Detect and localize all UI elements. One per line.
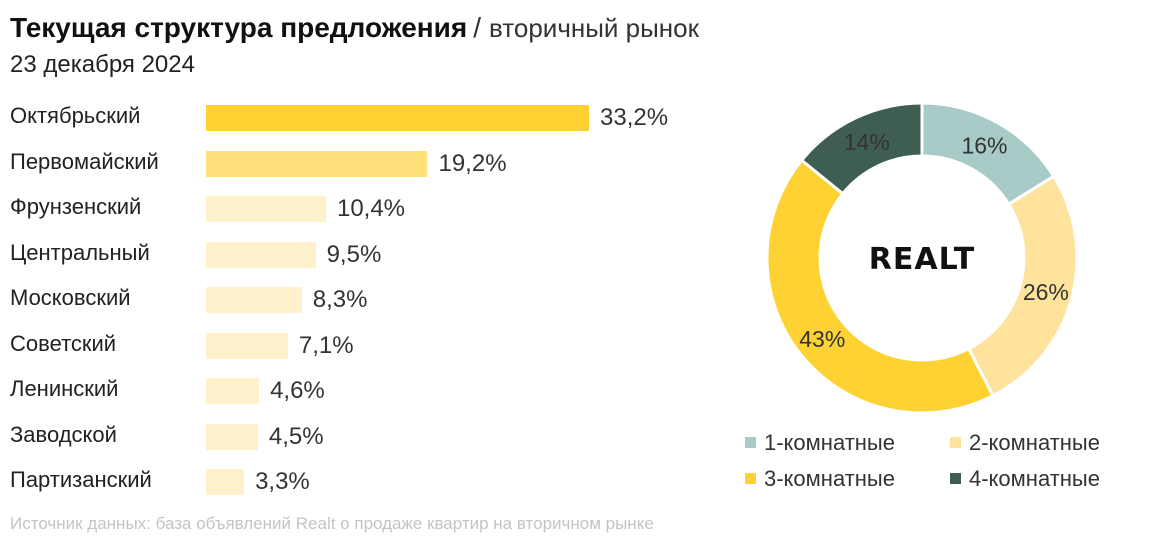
chart-date: 23 декабря 2024 [10, 51, 195, 78]
bar-value-label: 8,3% [312, 286, 368, 313]
bar-category-label: Фрунзенский [10, 194, 142, 219]
chart-title: Текущая структура предложения [10, 12, 468, 43]
bar-category-label: Партизанский [10, 467, 152, 492]
bar-value-label: 4,5% [268, 422, 324, 450]
bar [206, 287, 302, 313]
bar-category-label: Центральный [10, 239, 150, 265]
donut-slice [765, 158, 996, 415]
source-note: Источник данных: база объявлений Realt о… [10, 514, 654, 533]
slice-value-label: 43% [799, 326, 845, 352]
slice-value-label: 16% [961, 133, 1007, 159]
chart-subtitle: вторичный рынок [489, 13, 699, 43]
bar-category-label: Октябрьский [10, 103, 141, 128]
bar-category-label: Советский [10, 330, 117, 356]
bar-category-label: Заводской [10, 421, 117, 447]
bar [206, 378, 260, 404]
bar-value-label: 33,2% [600, 104, 669, 131]
legend-item: 2-комнатные [950, 430, 1100, 456]
donut-slice [966, 174, 1079, 398]
bar [206, 150, 428, 177]
legend-swatch [745, 437, 756, 448]
chart-header: Текущая структура предложения / вторичный … [10, 8, 699, 82]
bar [206, 332, 288, 359]
bar [206, 196, 326, 222]
bar-value-label: 7,1% [298, 331, 354, 359]
title-separator: / [473, 12, 482, 43]
bar-value-label: 19,2% [438, 149, 507, 177]
bar-value-label: 3,3% [255, 468, 310, 495]
bar [206, 423, 258, 450]
district-bar-chart: Октябрьский 33,2% Первомайский 19,2% Фрунзен… [0, 92, 700, 502]
slice-value-label: 14% [844, 129, 890, 155]
donut-slice [799, 102, 924, 196]
slice-value-label: 26% [1023, 279, 1069, 305]
bar-value-label: 4,6% [270, 377, 325, 404]
legend-label: 4-комнатные [969, 466, 1100, 491]
bar-value-label: 10,4% [336, 195, 406, 222]
donut-svg: 16% 26% 43% 14% REALT [765, 102, 1079, 415]
legend-swatch [745, 473, 756, 484]
realt-logo: REALT [869, 242, 975, 277]
legend-label: 1-комнатные [764, 430, 895, 455]
bar [206, 469, 245, 495]
bar-value-label: 9,5% [326, 240, 382, 268]
bar-category-label: Первомайский [10, 148, 159, 174]
legend-swatch [950, 473, 961, 484]
bar-category-label: Ленинский [10, 376, 119, 401]
legend-label: 2-комнатные [969, 430, 1100, 455]
rooms-donut-chart: 16% 26% 43% 14% REALT [760, 102, 1090, 422]
legend-item: 3-комнатные [745, 466, 895, 492]
legend-item: 1-комнатные [745, 430, 895, 456]
legend-swatch [950, 437, 961, 448]
bar [206, 241, 316, 268]
legend-item: 4-комнатные [950, 466, 1100, 492]
bar [206, 105, 589, 131]
bar-category-label: Московский [10, 285, 131, 310]
title-line: Текущая структура предложения / вторичный … [10, 8, 699, 48]
legend-label: 3-комнатные [764, 466, 895, 491]
